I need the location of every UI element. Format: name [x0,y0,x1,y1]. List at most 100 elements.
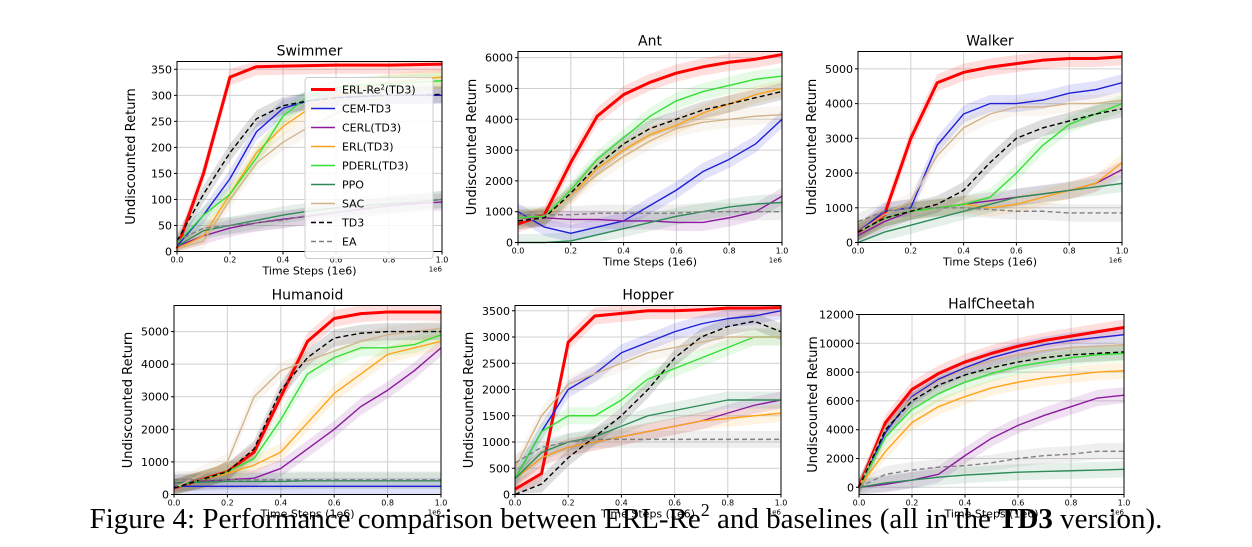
y-tick-label: 100 [151,193,172,206]
legend-box [304,77,434,259]
series-band-7 [858,100,1122,241]
y-tick-label: 3000 [485,144,513,157]
series-band-5 [859,461,1124,495]
x-tick-label: 0.8 [1063,247,1076,256]
y-tick-label: 200 [151,141,172,154]
x-tick-label: 0.6 [670,247,683,256]
series-line-cem-td3 [517,118,783,234]
series-line-erl-re2-td3- [857,55,1123,234]
caption-prefix: Figure 4: Performance comparison between… [89,503,701,535]
legend-label: EA [342,236,357,249]
caption-middle: and baselines (all in the [709,503,999,535]
series-line-ppo [518,201,783,244]
y-tick-label: 0 [846,237,853,250]
x-tick-label: 1.0 [776,247,789,256]
y-tick-label: 0 [162,489,169,502]
x-multiplier: 1e6 [428,509,442,517]
series-band-6 [859,336,1124,495]
y-tick-label: 2000 [485,175,513,188]
x-tick-label: 0.6 [1010,247,1023,256]
chart-title: Ant [638,34,662,50]
x-tick-label: 0.2 [221,499,234,508]
legend-label: ERL(TD3) [342,141,394,154]
y-tick-label: 0 [165,246,172,259]
axes-frame [857,51,1123,243]
x-tick-label: 0.6 [668,499,681,508]
x-multiplier: 1e6 [429,266,443,274]
series-line-sac [173,327,442,489]
chart-swimmer: 0.0 0.2 0.4 0.6 0.8 1.0 0 50 100 150 200 250 300 350 1… [124,44,448,278]
x-tick-label: 0.4 [615,499,628,508]
chart-title: Walker [966,34,1014,50]
chart-halfcheetah: 0.0 0.2 0.4 0.6 0.8 1.0 0 2000 4000 6000 8000 10000… [806,297,1130,521]
series-line-td3 [514,320,782,496]
series-line-ppo [173,480,441,484]
series-line-sac [858,344,1125,488]
axes-frame [858,314,1125,495]
series-band-3 [859,362,1124,495]
x-multiplier: 1e6 [1111,509,1125,517]
x-tick-label: 1.0 [435,499,448,508]
y-tick-label: 150 [151,167,172,180]
chart-humanoid: 0.0 0.2 0.4 0.6 0.8 1.0 0 1000 2000 3000 4000 5000 1… [121,288,447,521]
x-tick-label: 0.2 [906,499,919,508]
y-tick-label: 350 [151,63,172,76]
y-tick-label: 5000 [141,326,169,339]
series-line-pderl-td3- [517,75,783,219]
series-band-2 [858,160,1122,243]
series-band-6 [174,319,441,495]
x-tick-label: 0.4 [277,256,290,265]
series-band-8 [859,443,1124,495]
legend-label: PPO [342,179,364,192]
series-line-ppo [857,182,1123,244]
x-tick-label: 0.4 [274,499,287,508]
y-tick-label: 1000 [482,436,510,449]
x-tick-label: 0.2 [904,247,917,256]
y-tick-label: 8000 [826,366,854,379]
series-band-4 [858,94,1122,241]
series-line-cem-td3 [514,310,782,480]
series-line-pderl-td3- [173,334,442,489]
legend-label: PDERL(TD3) [342,160,409,173]
x-tick-label: 0.0 [171,256,184,265]
y-tick-label: 2000 [482,384,510,397]
y-tick-label: 1000 [141,456,169,469]
series-line-ea [514,438,781,464]
series-band-4 [174,326,441,495]
series-band-1 [518,110,782,242]
series-line-ea [858,450,1124,488]
chart-ant: 0.0 0.2 0.4 0.6 0.8 1.0 0 1000 2000 3000 4000 5000 6… [465,34,788,269]
y-tick-label: 500 [489,462,510,475]
x-tick-label: 0.0 [853,499,866,508]
series-line-erl-re2-td3- [514,306,782,491]
series-band-3 [858,154,1122,241]
y-axis-label: Undiscounted Return [465,79,480,216]
x-tick-label: 0.8 [721,499,734,508]
legend: ERL-Re2(TD3) CEM-TD3 CERL(TD3) ERL(TD3) PDER… [304,77,434,259]
series-band-2 [859,387,1124,495]
y-tick-label: 2000 [825,167,853,180]
y-axis-label: Undiscounted Return [805,79,820,216]
y-axis-label: Undiscounted Return [462,332,477,469]
series-band-6 [515,328,781,477]
series-band-4 [859,345,1124,495]
caption-suffix: version). [1052,503,1163,535]
series-band-8 [515,430,781,472]
chart-title: Swimmer [277,44,343,60]
y-tick-label: 4000 [485,113,513,126]
y-axis-label: Undiscounted Return [124,88,139,225]
series-line-td3 [857,108,1123,233]
legend-label: CEM-TD3 [342,103,391,116]
series-band-7 [174,323,441,495]
y-tick-label: 300 [151,89,172,102]
series-line-erl-td3- [173,340,442,489]
y-tick-label: 4000 [825,98,853,111]
series-line-td3 [517,90,783,222]
y-tick-label: 0 [847,481,854,494]
y-tick-label: 3500 [482,305,510,318]
x-axis-label: Time Steps (1e6) [943,508,1038,521]
series-line-cerl-td3- [518,195,783,224]
x-axis-label: Time Steps (1e6) [600,508,695,521]
x-tick-label: 0.6 [328,499,341,508]
